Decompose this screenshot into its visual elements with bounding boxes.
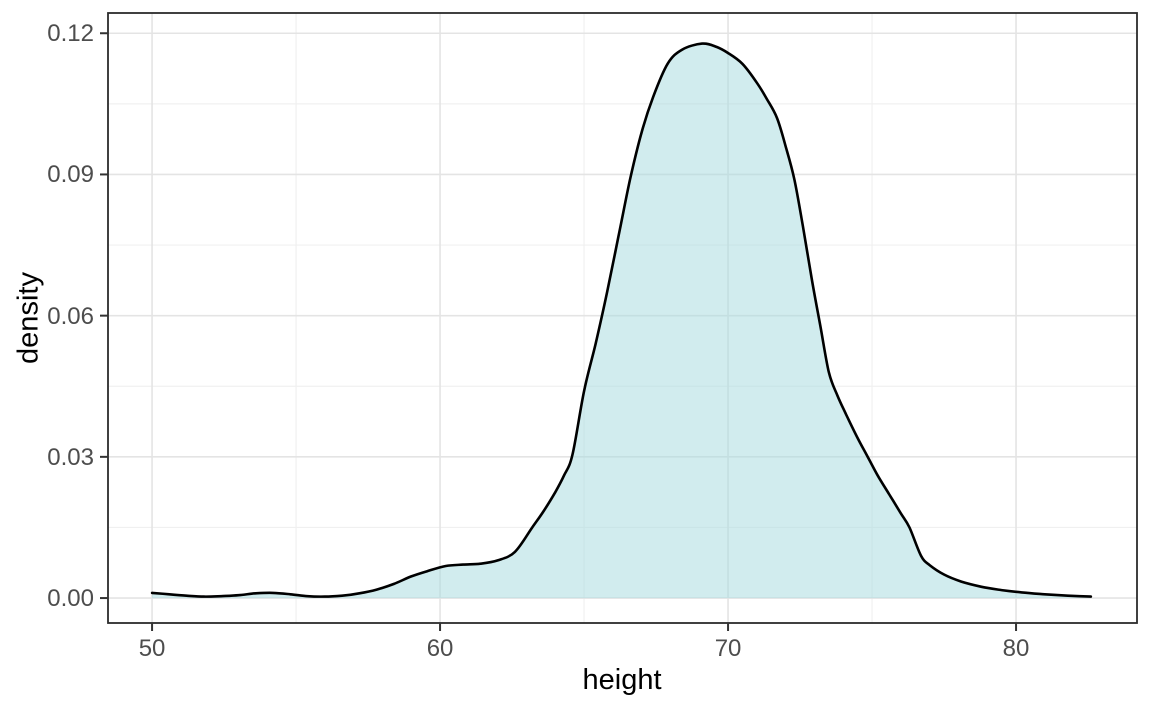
y-tick-label: 0.12 xyxy=(47,20,94,48)
y-tick-label: 0.03 xyxy=(47,443,94,471)
x-tick-label: 50 xyxy=(138,635,166,662)
panel-border xyxy=(107,12,1138,624)
y-tick-label: 0.06 xyxy=(47,302,94,330)
density-area xyxy=(152,43,1091,599)
density-curve xyxy=(150,42,1093,598)
y-tick-label: 0.00 xyxy=(47,585,94,613)
y-axis-title: density xyxy=(12,272,45,364)
x-tick-label: 70 xyxy=(714,635,742,662)
y-tick-label: 0.09 xyxy=(47,161,94,189)
x-axis-title: height xyxy=(582,664,662,696)
x-tick-label: 80 xyxy=(1002,635,1030,662)
x-tick-label: 60 xyxy=(426,635,454,662)
